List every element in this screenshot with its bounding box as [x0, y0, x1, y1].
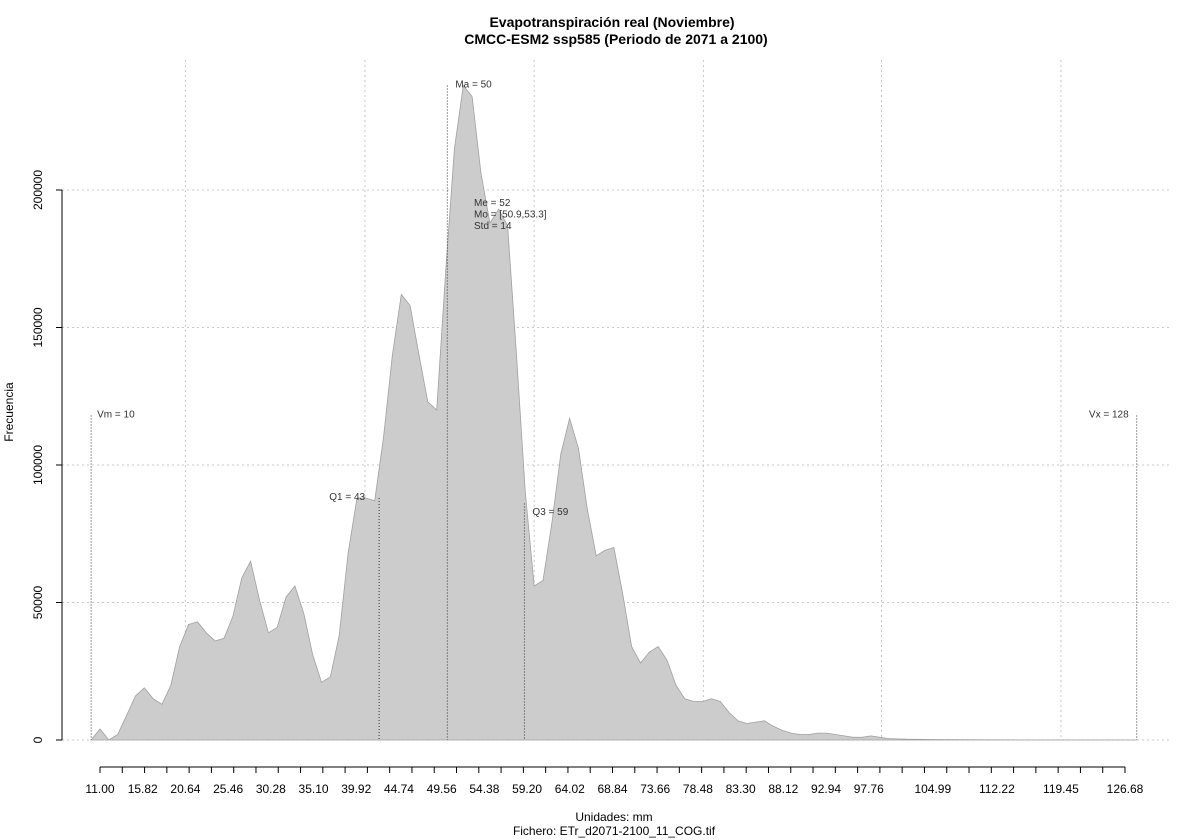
y-tick-label: 0: [31, 736, 45, 743]
x-tick-label: 97.76: [854, 782, 884, 796]
x-tick-label: 30.28: [256, 782, 286, 796]
x-tick-label: 35.10: [299, 782, 329, 796]
x-tick-label: 44.74: [384, 782, 414, 796]
y-tick-label: 150000: [31, 307, 45, 347]
chart-subtitle: CMCC-ESM2 ssp585 (Periodo de 2071 a 2100…: [464, 31, 767, 47]
x-tick-label: 64.02: [555, 782, 585, 796]
y-tick-label: 50000: [31, 585, 45, 619]
stats-line: Std = 14: [474, 221, 512, 232]
annotation-label: Ma = 50: [455, 80, 492, 91]
x-tick-label: 59.20: [512, 782, 542, 796]
x-tick-label: 68.84: [597, 782, 627, 796]
y-axis-label: Frecuencia: [2, 382, 16, 442]
y-tick-label: 100000: [31, 445, 45, 485]
annotation-label: Vm = 10: [97, 410, 135, 421]
stats-line: Me = 52: [474, 198, 511, 209]
x-tick-label: 104.99: [914, 782, 951, 796]
x-tick-label: 83.30: [726, 782, 756, 796]
annotation-label: Vx = 128: [1089, 410, 1129, 421]
x-tick-label: 54.38: [469, 782, 499, 796]
x-axis-label: Unidades: mm: [575, 810, 652, 824]
x-tick-label: 25.46: [213, 782, 243, 796]
x-tick-label: 15.82: [128, 782, 158, 796]
stats-line: Mo = [50.9,53.3]: [474, 210, 547, 221]
x-axis: 11.00 15.82 20.64 25.46 30.28 35.10 39.92 44.74…: [85, 766, 1144, 796]
x-tick-label: 11.00: [85, 782, 114, 796]
x-tick-label: 112.22: [979, 782, 1015, 796]
x-tick-label: 78.48: [683, 782, 713, 796]
data-area: [90, 84, 1137, 741]
x-tick-label: 126.68: [1107, 782, 1144, 796]
annotation-label: Q3 = 59: [532, 507, 568, 518]
file-caption: Fichero: ETr_d2071-2100_11_COG.tif: [513, 824, 716, 838]
x-tick-label: 20.64: [170, 782, 200, 796]
chart-title: Evapotranspiración real (Noviembre): [489, 14, 734, 30]
x-tick-label: 39.92: [341, 782, 371, 796]
x-tick-label: 88.12: [768, 782, 798, 796]
annotation-label: Q1 = 43: [329, 492, 365, 503]
frequency-area: [90, 84, 1137, 741]
x-tick-label: 49.56: [427, 782, 457, 796]
x-tick-label: 73.66: [640, 782, 670, 796]
annotation-lines: Vm = 10 Q1 = 43 Ma = 50 Q3 = 59 Vx = 128: [90, 80, 1138, 740]
x-tick-label: 119.45: [1043, 782, 1079, 796]
y-tick-label: 200000: [31, 170, 45, 210]
y-axis: 0 50000 100000 150000 200000: [31, 170, 63, 743]
x-tick-label: 92.94: [811, 782, 841, 796]
